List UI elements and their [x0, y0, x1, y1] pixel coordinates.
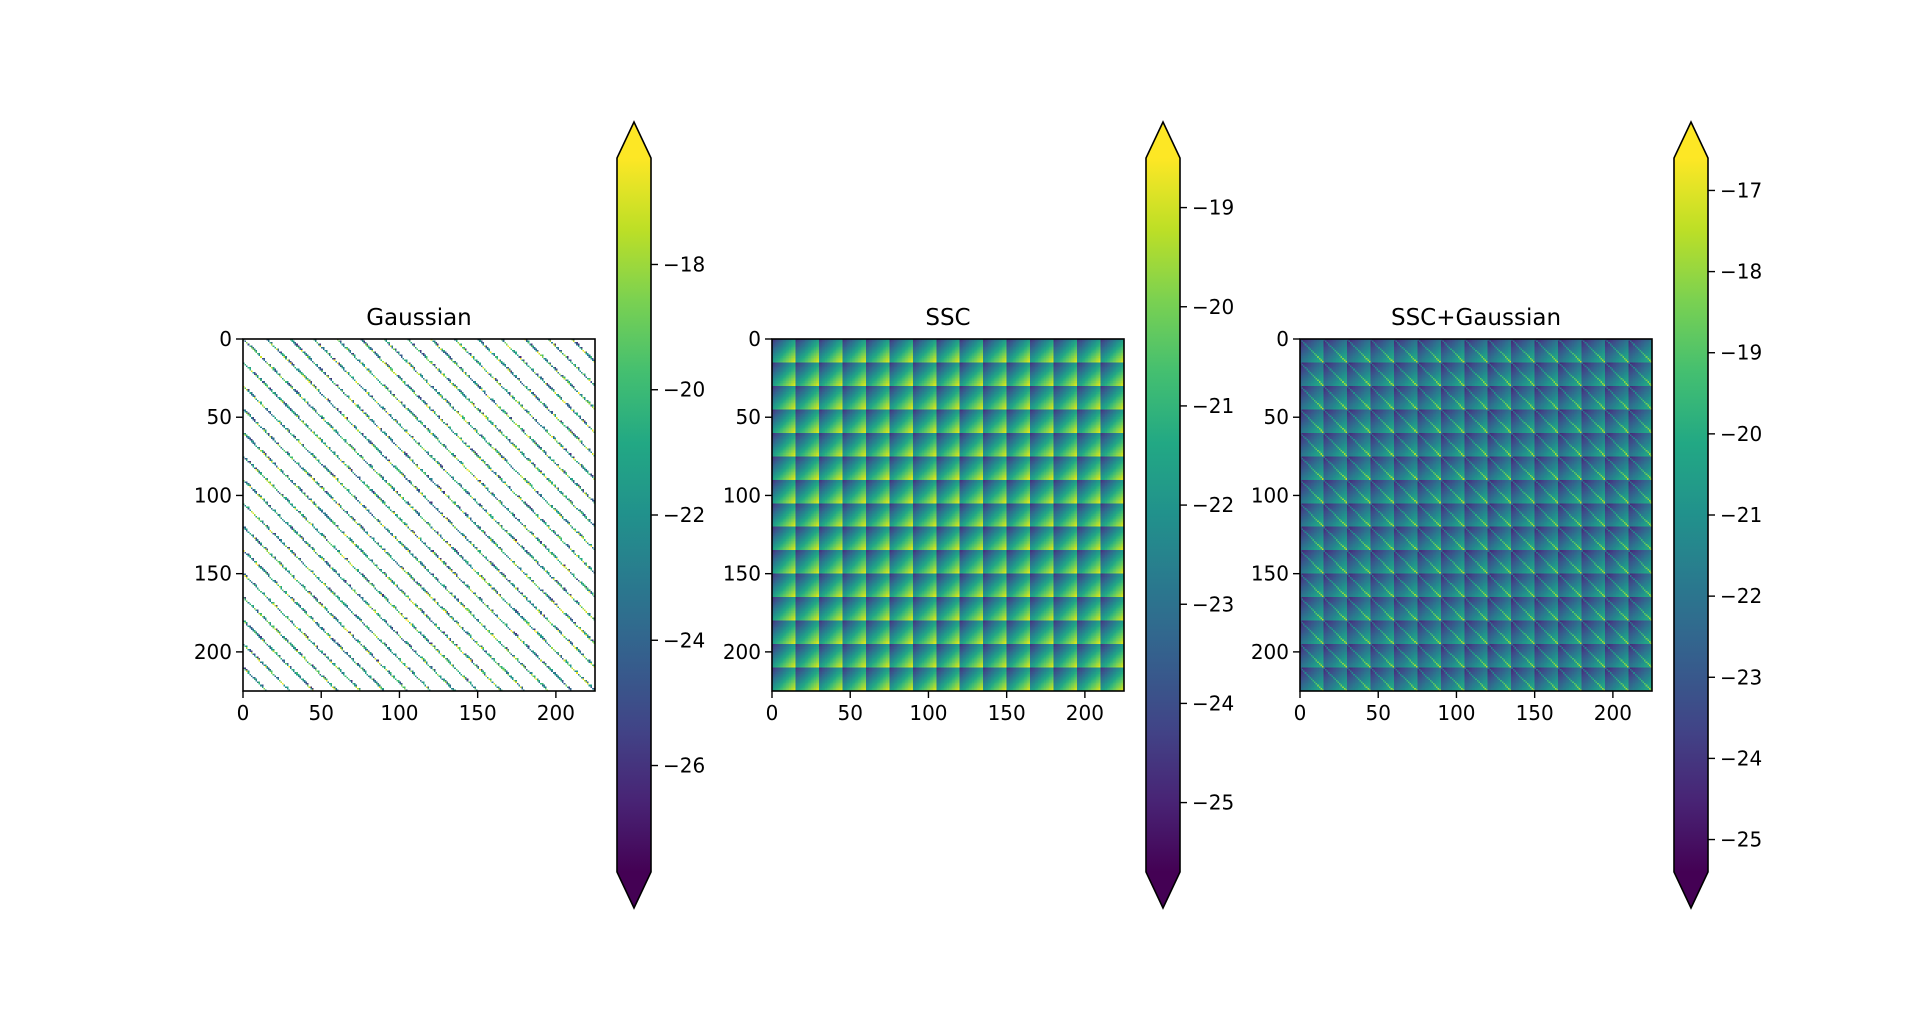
ssc-xtick-label: 150 — [988, 701, 1026, 725]
gaussian-xtick-label: 100 — [380, 701, 418, 725]
ssc-gaussian-colorbar-tick-label: −19 — [1720, 341, 1762, 365]
gaussian-colorbar-outline — [616, 120, 652, 910]
ssc-gaussian-colorbar-tick-label: −24 — [1720, 746, 1762, 770]
gaussian-colorbar-tick-label: −20 — [663, 378, 705, 402]
ssc-gaussian-colorbar: −17 −18 −19 −20 −21 −22 −23 −24 −25 — [1673, 120, 1762, 910]
ssc-gaussian-xtick-label: 50 — [1365, 701, 1390, 725]
ssc-gaussian-colorbar-extend-max — [1674, 122, 1708, 158]
gaussian-ytick-label: 50 — [207, 405, 232, 429]
ssc-gaussian-xtick-label: 200 — [1594, 701, 1632, 725]
gaussian-colorbar-extend-min — [617, 872, 651, 908]
ssc-gaussian-colorbar-tick-label: −25 — [1720, 828, 1762, 852]
ssc-gaussian-xtick-label: 0 — [1294, 701, 1307, 725]
ssc-colorbar-tick-label: −24 — [1192, 691, 1234, 715]
ssc-gaussian-ytick-label: 100 — [1251, 483, 1289, 507]
gaussian-axes-frame — [242, 338, 596, 692]
ssc-gaussian-ytick-label: 200 — [1251, 640, 1289, 664]
ssc-gaussian-colorbar-tick-label: −20 — [1720, 422, 1762, 446]
ssc-gaussian-colorbar-tick-label: −23 — [1720, 665, 1762, 689]
ssc-ytick-label: 100 — [723, 483, 761, 507]
ssc-colorbar-extend-max — [1146, 122, 1180, 158]
ssc-gaussian-xtick-label: 150 — [1516, 701, 1554, 725]
gaussian-ytick-label: 200 — [194, 640, 232, 664]
ssc-xtick-label: 50 — [837, 701, 862, 725]
ssc-gaussian-ytick-label: 150 — [1251, 562, 1289, 586]
ssc-gaussian-heatmap-image — [1300, 339, 1652, 691]
ssc-ytick-label: 0 — [748, 327, 761, 351]
ssc-gaussian-xtick-label: 100 — [1437, 701, 1475, 725]
ssc-gaussian-colorbar-gradient — [1674, 158, 1708, 872]
ssc-colorbar-tick-label: −25 — [1192, 791, 1234, 815]
gaussian-panel: Gaussian 0 50 100 150 200050100150200−18−20−… — [194, 120, 705, 910]
gaussian-colorbar-tick-label: −18 — [663, 252, 705, 276]
gaussian-xtick-label: 150 — [459, 701, 497, 725]
gaussian-colorbar-gradient — [617, 158, 651, 872]
ssc-panel: SSC 0 50 100 150 200 0 50 100 150 200 −19 −20 −21 −22… — [723, 120, 1234, 910]
ssc-ytick-label: 150 — [723, 562, 761, 586]
ssc-gaussian-colorbar-tick-label: −22 — [1720, 584, 1762, 608]
gaussian-heatmap-image — [243, 339, 595, 691]
ssc-colorbar-tick-label: −23 — [1192, 592, 1234, 616]
gaussian-colorbar-tick-label: −26 — [663, 754, 705, 778]
ssc-colorbar-tick-label: −21 — [1192, 394, 1234, 418]
gaussian-colorbar-extend-max — [617, 122, 651, 158]
ssc-axes-frame — [771, 338, 1125, 692]
ssc-xtick-label: 100 — [909, 701, 947, 725]
ssc-gaussian-axes-frame — [1299, 338, 1653, 692]
ssc-gaussian-ytick-label: 0 — [1276, 327, 1289, 351]
gaussian-title: Gaussian — [366, 305, 472, 331]
ssc-colorbar-extend-min — [1146, 872, 1180, 908]
gaussian-colorbar-tick-label: −22 — [663, 503, 705, 527]
gaussian-xtick-label: 200 — [537, 701, 575, 725]
ssc-gaussian-colorbar-tick-label: −18 — [1720, 260, 1762, 284]
ssc-title: SSC — [925, 305, 970, 331]
gaussian-ytick-label: 0 — [219, 327, 232, 351]
ssc-gaussian-colorbar-extend-min — [1674, 872, 1708, 908]
ssc-colorbar-gradient — [1146, 158, 1180, 872]
ssc-ytick-label: 200 — [723, 640, 761, 664]
ssc-colorbar-tick-label: −22 — [1192, 493, 1234, 517]
gaussian-xtick-label: 0 — [237, 701, 250, 725]
gaussian-colorbar: −18 −20 −22 −24 −26 — [616, 120, 705, 910]
ssc-gaussian-colorbar-tick-label: −17 — [1720, 178, 1762, 202]
ssc-gaussian-panel: SSC+Gaussian 0 50 100 150 200 0 50 100 150 200 −17… — [1251, 120, 1762, 910]
ssc-gaussian-colorbar-outline — [1673, 120, 1709, 910]
ssc-ytick-label: 50 — [736, 405, 761, 429]
ssc-heatmap-image — [772, 339, 1124, 691]
ssc-colorbar: −19 −20 −21 −22 −23 −24 −25 — [1145, 120, 1234, 910]
ssc-colorbar-outline — [1145, 120, 1181, 910]
ssc-xtick-label: 0 — [766, 701, 779, 725]
ssc-gaussian-colorbar-tick-label: −21 — [1720, 503, 1762, 527]
ssc-xtick-label: 200 — [1066, 701, 1104, 725]
gaussian-ytick-label: 150 — [194, 562, 232, 586]
ssc-gaussian-title: SSC+Gaussian — [1391, 305, 1561, 331]
gaussian-ytick-label: 100 — [194, 483, 232, 507]
ssc-colorbar-tick-label: −20 — [1192, 295, 1234, 319]
ssc-gaussian-ytick-label: 50 — [1264, 405, 1289, 429]
gaussian-colorbar-tick-label: −24 — [663, 628, 705, 652]
ssc-colorbar-tick-label: −19 — [1192, 196, 1234, 220]
gaussian-xtick-label: 50 — [308, 701, 333, 725]
